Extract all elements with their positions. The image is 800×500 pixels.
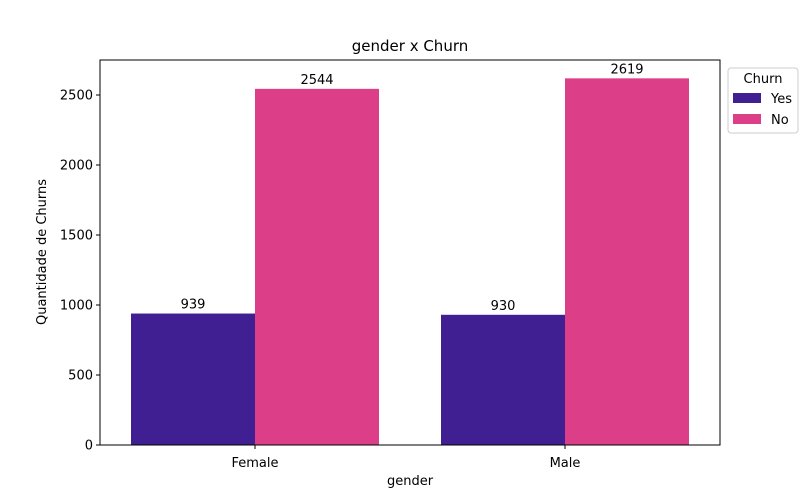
bar-male-no: [565, 78, 689, 445]
legend-swatch-yes: [733, 93, 761, 103]
bar-value-label: 2619: [610, 62, 643, 77]
bar-female-no: [255, 88, 379, 445]
x-tick-label: Female: [231, 456, 278, 471]
x-tick-label: Male: [550, 456, 581, 471]
y-tick-label: 500: [68, 369, 93, 384]
x-axis-label: gender: [387, 474, 434, 489]
y-tick-label: 2000: [60, 159, 93, 174]
y-tick-label: 2500: [60, 89, 93, 104]
bar-value-label: 930: [491, 299, 516, 314]
legend: Churn Yes No: [727, 67, 799, 134]
y-tick-label: 1000: [60, 299, 93, 314]
y-tick-label: 1500: [60, 229, 93, 244]
bars-group: [131, 78, 689, 445]
bar-female-yes: [131, 313, 255, 445]
x-axis: Female Male: [231, 445, 580, 471]
legend-swatch-no: [733, 114, 761, 124]
chart-title: gender x Churn: [352, 37, 468, 55]
bar-labels-group: 939 2544 930 2619: [181, 62, 644, 313]
y-axis: 0 500 1000 1500 2000 2500: [60, 89, 100, 454]
legend-label: Yes: [770, 92, 792, 107]
legend-title: Churn: [744, 72, 783, 87]
plot-area-frame: [99, 59, 721, 446]
bar-value-label: 939: [181, 298, 206, 313]
legend-label: No: [771, 113, 789, 128]
y-tick-label: 0: [85, 439, 93, 454]
y-axis-label: Quantidade de Churns: [35, 179, 50, 325]
bar-male-yes: [441, 314, 565, 445]
bar-value-label: 2544: [300, 73, 333, 88]
